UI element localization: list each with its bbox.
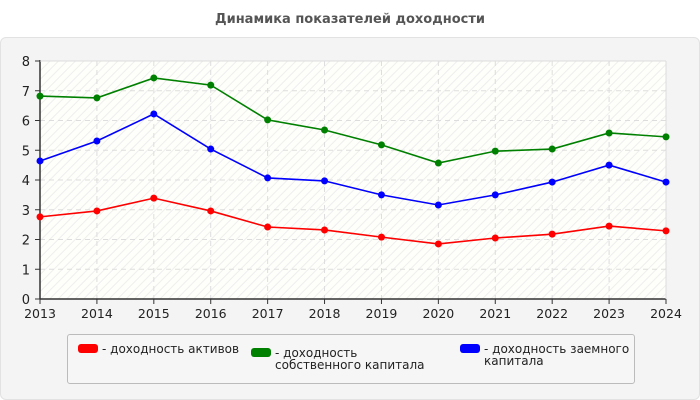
legend-label: - доходность активов [102, 342, 240, 356]
x-tick-label: 2013 [24, 306, 56, 321]
data-point [93, 207, 101, 215]
y-tick-label: 3 [22, 204, 30, 219]
series-line-0 [39, 197, 667, 245]
y-tick-label: 4 [22, 174, 30, 189]
data-point [150, 110, 158, 118]
y-tick-label: 7 [22, 85, 30, 100]
data-point [491, 191, 499, 199]
data-point [605, 222, 613, 230]
y-tick-label: 1 [22, 263, 30, 278]
data-point [93, 94, 101, 102]
y-tick-label: 0 [22, 293, 30, 308]
x-tick-label: 2017 [252, 306, 284, 321]
legend-label: - доходность заемного капитала [484, 342, 630, 368]
x-tick-label: 2018 [309, 306, 341, 321]
data-point [548, 230, 556, 238]
data-point [150, 74, 158, 82]
legend-item-equity: - доходность собственного капитала [251, 343, 441, 371]
data-point [377, 233, 385, 241]
data-point [207, 81, 215, 89]
data-point [605, 161, 613, 169]
data-point [36, 213, 44, 221]
legend: - доходность активов - доходность собств… [67, 334, 635, 384]
data-point [662, 133, 670, 141]
data-point [548, 145, 556, 153]
data-point [321, 226, 329, 234]
x-tick-label: 2014 [81, 306, 113, 321]
data-point [36, 92, 44, 100]
x-tick-label: 2024 [650, 306, 682, 321]
x-tick-label: 2023 [593, 306, 625, 321]
series-line-1 [39, 77, 667, 164]
data-point [207, 207, 215, 215]
y-tick-label: 6 [22, 115, 30, 130]
data-point [207, 145, 215, 153]
chart-title: Динамика показателей доходности [215, 12, 485, 27]
data-point [36, 157, 44, 165]
data-point [264, 116, 272, 124]
y-tick-label: 5 [22, 144, 30, 159]
data-point [434, 201, 442, 209]
data-point [605, 129, 613, 137]
x-tick-label: 2020 [422, 306, 454, 321]
data-point [377, 141, 385, 149]
data-point [377, 191, 385, 199]
data-point [662, 178, 670, 186]
legend-swatch [460, 344, 480, 353]
data-point [264, 223, 272, 231]
data-point [434, 159, 442, 167]
x-tick-label: 2019 [366, 306, 398, 321]
data-point [264, 174, 272, 182]
data-point [93, 137, 101, 145]
data-point [491, 147, 499, 155]
legend-item-debt: - доходность заемного капитала [460, 343, 630, 367]
data-point [150, 194, 158, 202]
data-point [321, 177, 329, 185]
legend-item-assets: - доходность активов [78, 343, 248, 355]
y-tick-label: 2 [22, 234, 30, 249]
x-tick-label: 2022 [536, 306, 568, 321]
legend-swatch [78, 344, 98, 353]
x-tick-label: 2016 [195, 306, 227, 321]
legend-label: - доходность собственного капитала [275, 346, 425, 372]
x-tick-label: 2015 [138, 306, 170, 321]
data-point [548, 178, 556, 186]
y-tick-label: 8 [22, 55, 30, 70]
legend-swatch [251, 348, 271, 357]
x-tick-label: 2021 [479, 306, 511, 321]
data-point [662, 227, 670, 235]
data-point [434, 240, 442, 248]
data-point [491, 234, 499, 242]
data-point [321, 126, 329, 134]
series-line-2 [39, 113, 667, 206]
